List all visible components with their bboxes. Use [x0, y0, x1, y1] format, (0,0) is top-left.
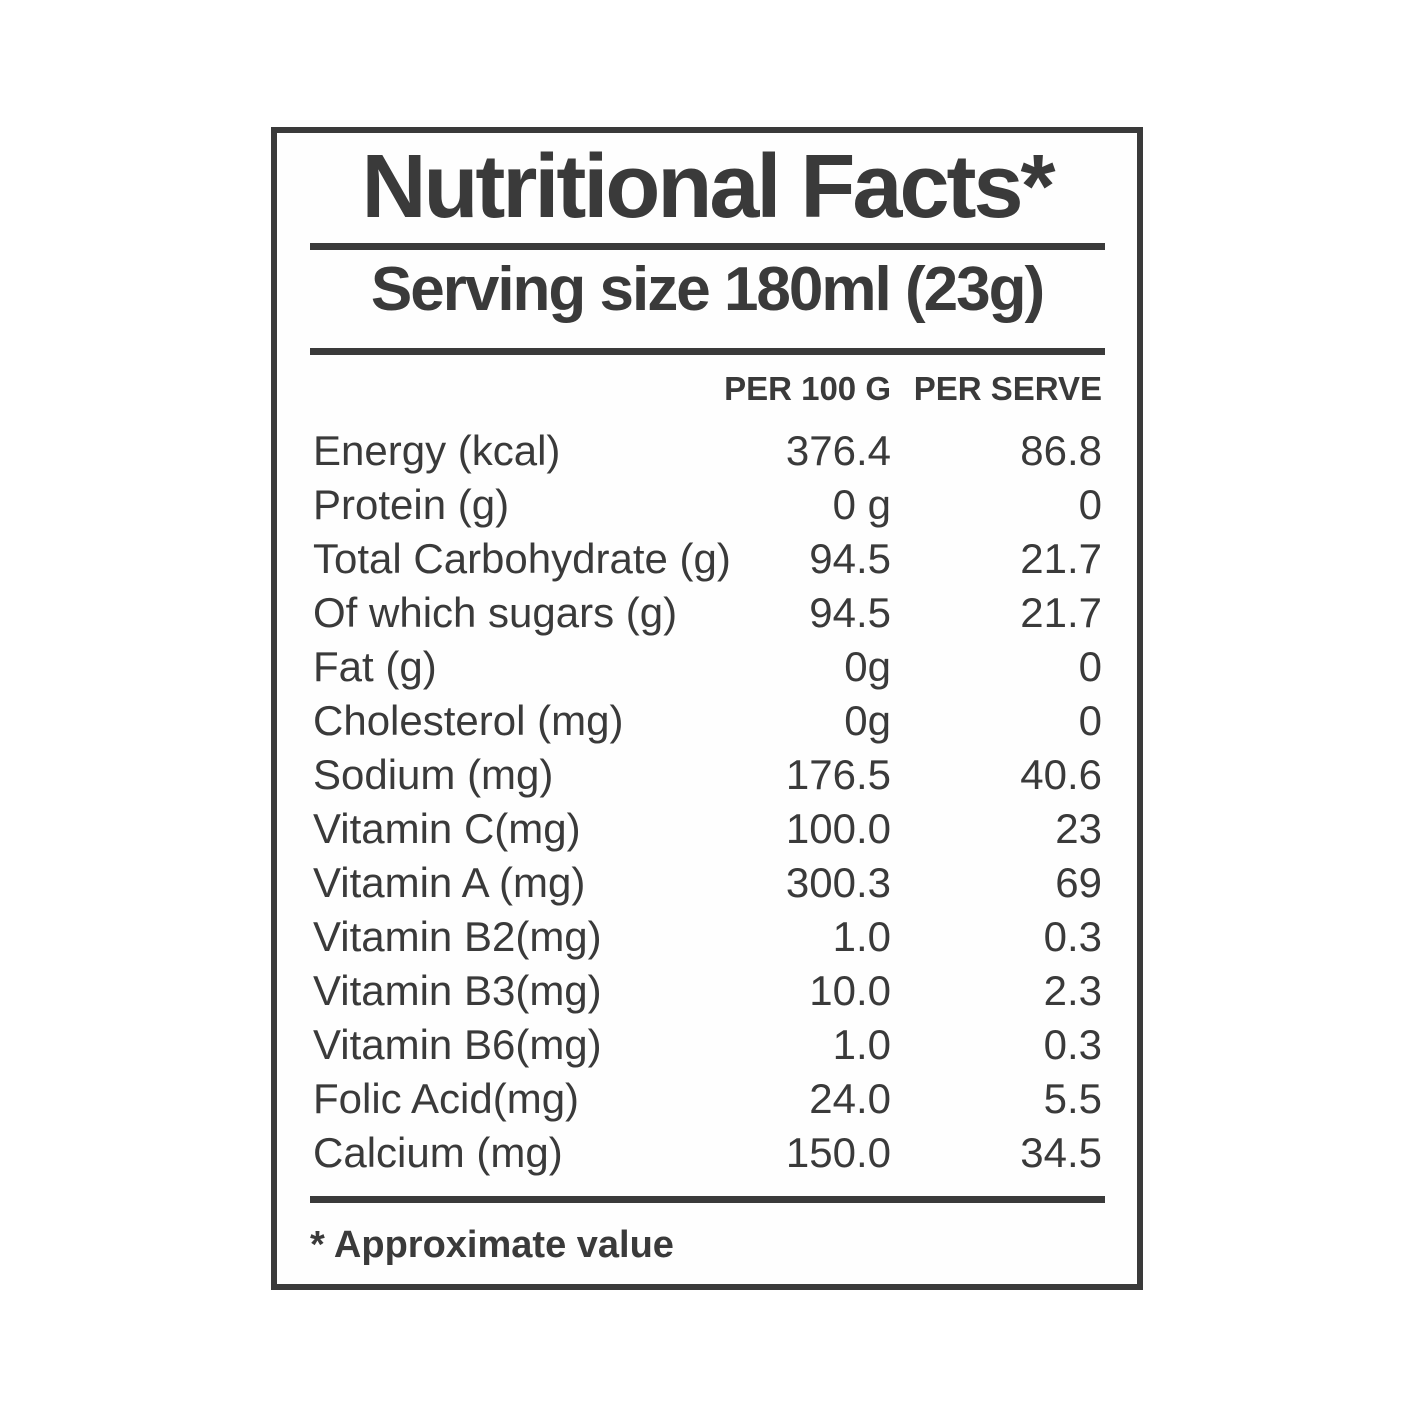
- per-serve-value: 2.3: [1043, 967, 1102, 1014]
- nutrition-label-panel: Nutritional Facts* Serving size 180ml (2…: [271, 127, 1143, 1290]
- serving-size-text: Serving size 180ml (23g): [370, 255, 1045, 324]
- per-serve-value: 86.8: [1020, 427, 1102, 474]
- divider-under-title: [310, 243, 1105, 250]
- nutrient-label: Sodium (mg): [313, 751, 554, 798]
- table-row-total-carbohydrate: Total Carbohydrate (g) 94.5 21.7: [277, 532, 1137, 586]
- table-row-vitamin-b6: Vitamin B6(mg) 1.0 0.3: [277, 1018, 1137, 1072]
- footnote: * Approximate value: [310, 1224, 674, 1266]
- table-row-of-which-sugars: Of which sugars (g) 94.5 21.7: [277, 586, 1137, 640]
- per-serve-value: 0.3: [1043, 1021, 1102, 1068]
- nutrient-label: Protein (g): [313, 481, 510, 528]
- table-row-sodium: Sodium (mg) 176.5 40.6: [277, 748, 1137, 802]
- per-serve-value: 23: [1055, 805, 1102, 852]
- nutrient-label: Vitamin C(mg): [313, 805, 581, 852]
- per-100g-value: 100.0: [785, 805, 891, 852]
- table-row-fat: Fat (g) 0g 0: [277, 640, 1137, 694]
- table-row-calcium: Calcium (mg) 150.0 34.5: [277, 1126, 1137, 1180]
- per-100g-value: 24.0: [809, 1075, 891, 1122]
- per-100g-value: 10.0: [809, 967, 891, 1014]
- per-100g-value: 0g: [844, 697, 891, 744]
- nutrient-label: Calcium (mg): [313, 1129, 563, 1176]
- per-serve-value: 0: [1078, 481, 1102, 528]
- nutrient-table: Energy (kcal) 376.4 86.8 Protein (g) 0 g…: [277, 424, 1137, 1180]
- per-100g-value: 150.0: [785, 1129, 891, 1176]
- table-row-cholesterol: Cholesterol (mg) 0g 0: [277, 694, 1137, 748]
- per-100g-value: 94.5: [809, 535, 891, 582]
- table-row-protein: Protein (g) 0 g 0: [277, 478, 1137, 532]
- per-100g-value: 0g: [844, 643, 891, 690]
- table-row-folic-acid: Folic Acid(mg) 24.0 5.5: [277, 1072, 1137, 1126]
- per-serve-value: 21.7: [1020, 535, 1102, 582]
- nutrient-label: Cholesterol (mg): [313, 697, 624, 744]
- nutrient-label: Total Carbohydrate (g): [313, 535, 731, 582]
- per-100g-value: 1.0: [832, 1021, 891, 1068]
- per-100g-value: 1.0: [832, 913, 891, 960]
- per-100g-value: 0 g: [832, 481, 891, 528]
- per-100g-value: 176.5: [785, 751, 891, 798]
- table-row-vitamin-b2: Vitamin B2(mg) 1.0 0.3: [277, 910, 1137, 964]
- label-title: Nutritional Facts*: [361, 137, 1055, 237]
- nutrient-label: Energy (kcal): [313, 427, 561, 474]
- column-header-per-100g: PER 100 G: [724, 370, 891, 407]
- per-serve-value: 40.6: [1020, 751, 1102, 798]
- column-header-per-serve: PER SERVE: [913, 370, 1102, 407]
- per-100g-value: 94.5: [809, 589, 891, 636]
- per-serve-value: 0: [1078, 697, 1102, 744]
- divider-above-footnote: [310, 1196, 1105, 1203]
- table-row-energy: Energy (kcal) 376.4 86.8: [277, 424, 1137, 478]
- per-serve-value: 69: [1055, 859, 1102, 906]
- nutrient-label: Vitamin A (mg): [313, 859, 586, 906]
- per-serve-value: 21.7: [1020, 589, 1102, 636]
- per-100g-value: 376.4: [785, 427, 891, 474]
- table-row-vitamin-b3: Vitamin B3(mg) 10.0 2.3: [277, 964, 1137, 1018]
- nutrient-label: Fat (g): [313, 643, 437, 690]
- table-row-vitamin-a: Vitamin A (mg) 300.3 69: [277, 856, 1137, 910]
- per-100g-value: 300.3: [785, 859, 891, 906]
- table-row-vitamin-c: Vitamin C(mg) 100.0 23: [277, 802, 1137, 856]
- nutrient-label: Folic Acid(mg): [313, 1075, 580, 1122]
- nutrient-label: Vitamin B6(mg): [313, 1021, 602, 1068]
- nutrient-label: Of which sugars (g): [313, 589, 678, 636]
- per-serve-value: 5.5: [1043, 1075, 1102, 1122]
- per-serve-value: 34.5: [1020, 1129, 1102, 1176]
- divider-under-serving: [310, 348, 1105, 355]
- per-serve-value: 0.3: [1043, 913, 1102, 960]
- nutrient-label: Vitamin B3(mg): [313, 967, 602, 1014]
- per-serve-value: 0: [1078, 643, 1102, 690]
- nutrient-label: Vitamin B2(mg): [313, 913, 602, 960]
- table-column-headers: PER 100 G PER SERVE: [277, 372, 1137, 405]
